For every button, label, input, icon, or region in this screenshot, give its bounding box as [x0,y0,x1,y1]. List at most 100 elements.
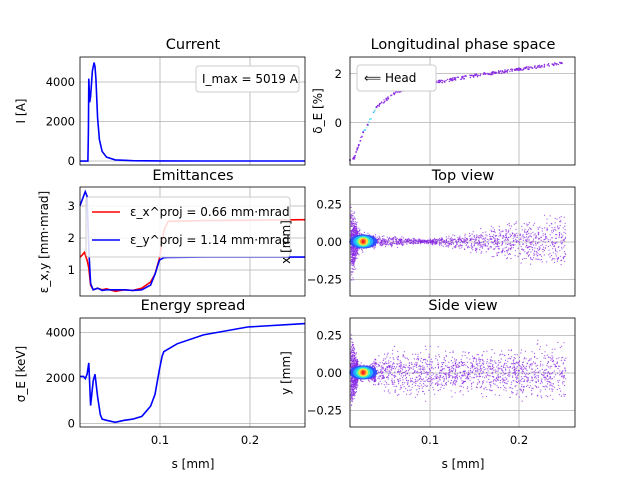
particle-point [386,371,388,373]
espread-title: Energy spread [141,298,246,314]
particle-point [538,231,540,233]
particle-point [492,368,494,370]
particle-point [448,235,450,237]
particle-point [526,246,529,248]
particle-point [355,249,357,251]
particle-point [424,368,426,370]
emit-ytick-2: 3 [68,199,75,213]
particle-point [541,230,543,232]
particle-point [436,240,438,242]
particle-point [537,367,539,370]
particle-point [541,368,543,371]
particle-point [461,362,463,364]
particle-point [423,241,425,243]
particle-point [439,383,441,385]
particle-point [557,246,559,248]
particle-point [552,385,554,387]
particle-point [397,358,399,360]
particle-point [525,257,527,260]
particle-point [525,396,527,398]
particle-point [488,239,490,241]
particle-point [374,384,376,386]
particle-point [538,249,541,251]
particle-point [453,246,455,248]
particle-point [522,391,524,393]
phase-point [440,79,442,82]
particle-point [406,357,408,359]
particle-point [533,234,535,236]
particle-point [395,375,397,377]
particle-point [551,360,554,362]
particle-point [487,368,489,370]
phase-point [479,75,481,77]
particle-point [413,363,416,365]
particle-point [462,371,464,373]
particle-point [483,244,485,246]
particle-point [529,234,531,236]
phase-point [356,147,358,149]
phase-point [390,95,392,97]
particle-point [413,238,415,240]
particle-point [559,374,561,376]
particle-point [354,248,356,250]
particle-point [551,388,553,390]
particle-point [459,385,461,387]
particle-point [351,235,353,237]
phase-point [439,81,442,83]
particle-point [459,244,462,246]
phase-point [556,63,558,65]
particle-point [405,373,407,375]
particle-point [377,241,379,243]
particle-point [510,363,513,365]
particle-point [468,370,470,372]
phase-frame [349,56,576,166]
particle-point [543,214,546,216]
particle-point [514,354,516,356]
particle-point [382,359,384,362]
particle-point [515,238,517,240]
particle-point [402,377,404,379]
panel-current: Current 0 2000 4000 I [A] I_max = 5019 A [14,37,306,168]
particle-point [354,250,356,252]
particle-point [490,356,492,358]
particle-point [513,223,515,225]
particle-point [439,389,441,391]
particle-point [556,218,558,220]
particle-point [352,390,354,392]
particle-point [547,245,550,248]
particle-point [540,395,542,397]
particle-point [351,279,353,281]
particle-point [479,234,481,236]
particle-point [450,379,452,381]
phase-point [383,99,385,101]
particle-point [466,357,468,359]
particle-point [508,236,510,239]
particle-point [398,362,400,364]
particle-point [527,373,529,375]
particle-point [521,248,523,250]
particle-point [536,395,538,397]
particle-point [477,370,479,372]
particle-point [436,359,438,361]
particle-point [490,235,492,238]
particle-point [517,241,520,243]
particle-point [553,363,555,365]
particle-point [433,368,435,370]
particle-point [529,385,531,387]
phase-point [528,66,531,69]
particle-point [557,259,559,261]
particle-point [434,240,436,242]
particle-point [387,244,389,246]
particle-point [403,371,405,373]
particle-point [482,370,484,372]
particle-point [530,379,532,381]
particle-point [442,241,444,243]
top-ylabel: x [mm] [279,220,293,264]
particle-point [403,237,405,239]
particle-point [501,368,503,370]
particle-point [491,235,493,237]
particle-point [414,384,416,387]
particle-point [486,350,488,352]
particle-point [391,243,393,245]
phase-point [539,66,541,69]
